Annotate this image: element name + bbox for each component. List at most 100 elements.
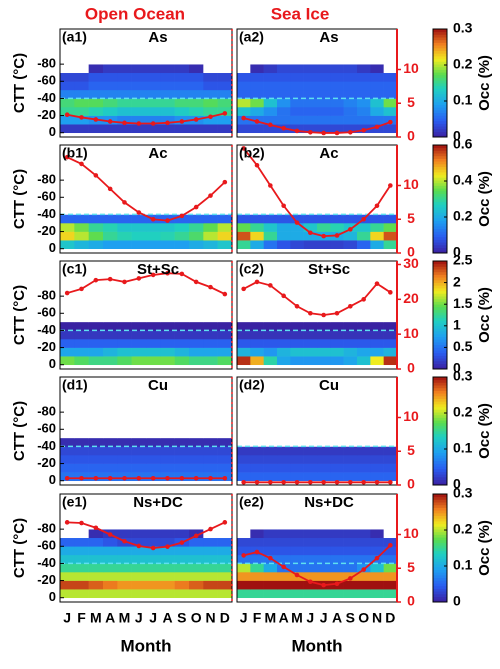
heat-cell bbox=[383, 124, 398, 134]
heat-cell bbox=[237, 98, 251, 108]
heat-cell bbox=[174, 554, 190, 564]
heat-cell bbox=[370, 347, 384, 357]
heat-cell bbox=[74, 330, 89, 340]
heat-cell bbox=[237, 55, 251, 65]
heat-cell bbox=[317, 313, 331, 323]
heat-cell bbox=[88, 180, 104, 190]
heat-cell bbox=[277, 437, 291, 447]
heat-cell bbox=[88, 412, 104, 422]
heat-cell bbox=[343, 472, 358, 482]
heat-cell bbox=[174, 330, 190, 340]
heat-cell bbox=[160, 240, 175, 250]
heat-cell bbox=[237, 546, 251, 556]
heat-cell bbox=[60, 64, 75, 74]
x-axis-label: Month bbox=[292, 636, 343, 655]
heat-cell bbox=[60, 537, 75, 547]
heat-cell bbox=[189, 188, 204, 198]
line-series bbox=[67, 112, 226, 125]
heat-cell bbox=[60, 296, 75, 306]
heat-cell bbox=[290, 321, 304, 331]
heat-cell bbox=[263, 356, 278, 366]
x-tick-label: N bbox=[205, 610, 215, 626]
heat-cell bbox=[370, 572, 384, 581]
heat-cell bbox=[160, 347, 175, 357]
heat-cell bbox=[203, 420, 218, 430]
heat-cell bbox=[343, 347, 358, 357]
heat-cell bbox=[357, 580, 371, 590]
line-point bbox=[294, 572, 300, 578]
heat-cell bbox=[343, 64, 358, 74]
colorbar-step bbox=[433, 482, 447, 486]
heat-cell bbox=[343, 330, 358, 340]
heat-cell bbox=[317, 429, 331, 439]
heat-cell bbox=[370, 107, 384, 116]
colorbar-step bbox=[433, 239, 447, 243]
heat-cell bbox=[174, 429, 190, 439]
heat-cell bbox=[74, 589, 89, 599]
colorbar-step bbox=[433, 507, 447, 511]
heat-cell bbox=[60, 339, 75, 348]
heat-cell bbox=[330, 304, 344, 314]
heat-cell bbox=[146, 520, 161, 530]
heat-cell bbox=[317, 347, 331, 357]
heat-cell bbox=[250, 171, 264, 181]
heat-cell bbox=[74, 240, 89, 250]
heat-cell bbox=[131, 437, 147, 447]
heat-cell bbox=[160, 180, 175, 190]
heat-cell bbox=[237, 107, 251, 116]
line-point bbox=[294, 480, 300, 485]
heat-cell bbox=[189, 231, 204, 241]
line-point bbox=[107, 186, 113, 192]
heat-cell bbox=[146, 124, 161, 134]
heat-cell bbox=[88, 572, 104, 581]
heat-cell bbox=[160, 89, 175, 99]
heat-cell bbox=[88, 520, 104, 530]
colorbar-step bbox=[433, 231, 447, 235]
heat-cell bbox=[303, 529, 318, 539]
heat-cell bbox=[217, 296, 233, 306]
heat-cell bbox=[277, 420, 291, 430]
heat-cell bbox=[74, 296, 89, 306]
colorbar-step bbox=[433, 169, 447, 173]
colorbar-step bbox=[433, 406, 447, 410]
colorbar-step bbox=[433, 182, 447, 186]
heat-cell bbox=[74, 554, 89, 564]
line-point bbox=[321, 130, 326, 136]
heat-cell bbox=[60, 205, 75, 215]
heat-cell bbox=[131, 429, 147, 439]
colorbar-step bbox=[433, 34, 447, 38]
heat-cell bbox=[357, 529, 371, 539]
heat-cell bbox=[290, 304, 304, 314]
heat-cell bbox=[290, 89, 304, 99]
colorbar-step bbox=[433, 588, 447, 592]
heat-cell bbox=[317, 107, 331, 116]
line-point bbox=[374, 555, 380, 561]
heat-cell bbox=[203, 339, 218, 348]
plot-frame bbox=[59, 260, 233, 370]
heat-cell bbox=[160, 563, 175, 573]
heat-cell bbox=[117, 321, 132, 331]
line-point bbox=[79, 475, 84, 481]
heat-cell bbox=[290, 55, 304, 65]
heat-cell bbox=[263, 313, 278, 323]
panel-label: (b2) bbox=[239, 145, 265, 161]
heat-cell bbox=[383, 554, 398, 564]
heat-cell bbox=[343, 287, 358, 297]
heat-cell bbox=[103, 197, 118, 207]
heat-cell bbox=[189, 240, 204, 250]
heat-cell bbox=[60, 171, 75, 181]
heat-cell bbox=[303, 223, 318, 232]
heat-cell bbox=[303, 89, 318, 99]
heat-cell bbox=[343, 72, 358, 82]
colorbar-step bbox=[433, 515, 447, 519]
heat-cell bbox=[343, 188, 358, 198]
heat-cell bbox=[250, 240, 264, 250]
heat-cell bbox=[189, 205, 204, 215]
colorbar-step bbox=[433, 317, 447, 321]
heat-cell bbox=[174, 356, 190, 366]
heat-cell bbox=[277, 98, 291, 108]
heat-cell bbox=[290, 64, 304, 74]
heat-cell bbox=[174, 171, 190, 181]
heat-cell bbox=[370, 455, 384, 464]
